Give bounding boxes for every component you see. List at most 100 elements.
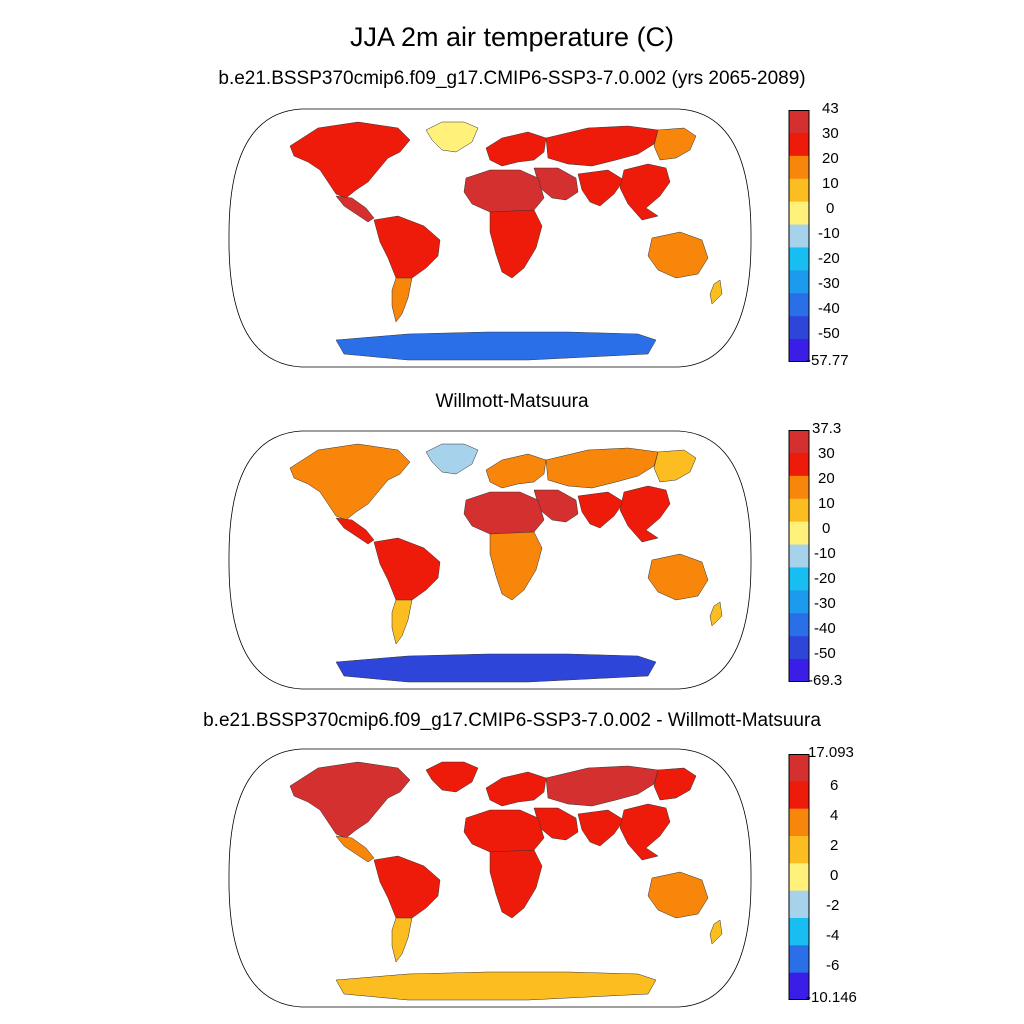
map-region-europe [485,771,547,807]
map-region-south-america [373,215,441,285]
map-panel [228,748,752,1008]
colorbar-label: -2 [826,897,840,914]
colorbar-segment [789,863,809,892]
map-region-south-asia [577,169,625,207]
colorbar-segment [789,498,809,523]
colorbar-segment [789,918,809,946]
map-region-north-america [289,121,411,199]
colorbar-segment [789,224,809,248]
map-region-patagonia [391,599,413,645]
colorbar-segment [789,155,809,180]
colorbar-segment [789,316,809,340]
map-region-north-america [289,443,411,521]
colorbar-label: 43 [822,100,839,117]
colorbar-label: -4 [826,927,840,944]
map-region-se-asia [619,803,671,861]
map-region-africa-south [489,531,543,601]
panel-title: Willmott-Matsuura [435,391,589,412]
colorbar-segment [789,247,809,271]
colorbar-segment [789,590,809,614]
colorbar-labels: 37.3 30 20 10 0 -10 -20 -30 -40 -50 -69.… [808,420,902,692]
colorbar-segment [789,430,809,454]
colorbar-label: 6 [830,777,839,794]
colorbar-label: 30 [818,445,835,462]
colorbar [788,754,810,1000]
map-region-africa-south [489,849,543,919]
map-region-antarctica [335,971,657,1001]
map-region-siberia-east [653,767,697,801]
colorbar-segment [789,659,809,682]
colorbar-label: 10 [818,495,835,512]
colorbar-segment [789,808,809,837]
colorbar-frame [788,754,810,1000]
map-region-north-asia [545,765,659,807]
map-region-siberia-east [653,127,697,161]
colorbar-label: -50 [818,325,840,342]
colorbar-segment [789,293,809,317]
colorbar-labels: 17.093 6 4 2 0 -2 -4 -6 -10.146 [806,744,908,1014]
colorbar-label: -40 [814,620,836,637]
map-region-middle-east [533,489,579,523]
colorbar-segment [789,270,809,294]
map-region-middle-east [533,167,579,201]
map-region-australia [647,553,709,601]
map-region-se-asia [619,485,671,543]
colorbar-label: -20 [818,250,840,267]
map-region-north-asia [545,447,659,489]
map-region-north-america [289,761,411,839]
map-region-greenland [425,443,479,475]
colorbar-segment [789,452,809,477]
colorbar-label: -69.3 [808,672,843,689]
colorbar [788,110,810,362]
map-region-nz [709,919,723,945]
colorbar-segment [789,339,809,362]
colorbar-label: 0 [822,520,831,537]
map-region-south-america [373,537,441,607]
colorbar-segment [789,567,809,591]
map-region-europe [485,131,547,167]
colorbar-segment [789,475,809,500]
colorbar-label: -10 [818,225,840,242]
colorbar-label: 2 [830,837,839,854]
panel-title: b.e21.BSSP370cmip6.f09_g17.CMIP6-SSP3-7.… [203,710,821,731]
map-region-antarctica [335,331,657,361]
colorbar-label: 20 [818,470,835,487]
map-region-south-asia [577,809,625,847]
colorbar-segment [789,132,809,157]
map-region-middle-east [533,807,579,841]
colorbar-segment [789,972,809,1000]
colorbar-label: -30 [818,275,840,292]
map-region-patagonia [391,917,413,963]
map-region-australia [647,871,709,919]
map-region-siberia-east [653,449,697,483]
main-title: JJA 2m air temperature (C) [349,22,675,52]
colorbar-segment [789,178,809,203]
colorbar-label: 10 [822,175,839,192]
colorbar-segment [789,890,809,919]
colorbar-label: -30 [814,595,836,612]
map-region-north-asia [545,125,659,167]
map-region-se-asia [619,163,671,221]
map-region-australia [647,231,709,279]
colorbar-segment [789,201,809,226]
map-region-greenland [425,761,479,793]
colorbar [788,430,810,682]
colorbar-segment [789,754,809,782]
map-region-south-america [373,855,441,925]
colorbar-segment [789,544,809,568]
panel-title: b.e21.BSSP370cmip6.f09_g17.CMIP6-SSP3-7.… [218,68,806,89]
colorbar-label: 20 [822,150,839,167]
colorbar-segment [789,945,809,974]
colorbar-label: -10.146 [806,989,857,1006]
colorbar-label: 30 [822,125,839,142]
colorbar-label: -6 [826,957,840,974]
colorbar-frame [788,430,810,682]
map-region-greenland [425,121,479,153]
colorbar-label: 0 [826,200,835,217]
colorbar-segment [789,636,809,660]
colorbar-label: -50 [814,645,836,662]
map-region-europe [485,453,547,489]
colorbar-segment [789,836,809,864]
colorbar-label: -40 [818,300,840,317]
colorbar-segment [789,613,809,637]
